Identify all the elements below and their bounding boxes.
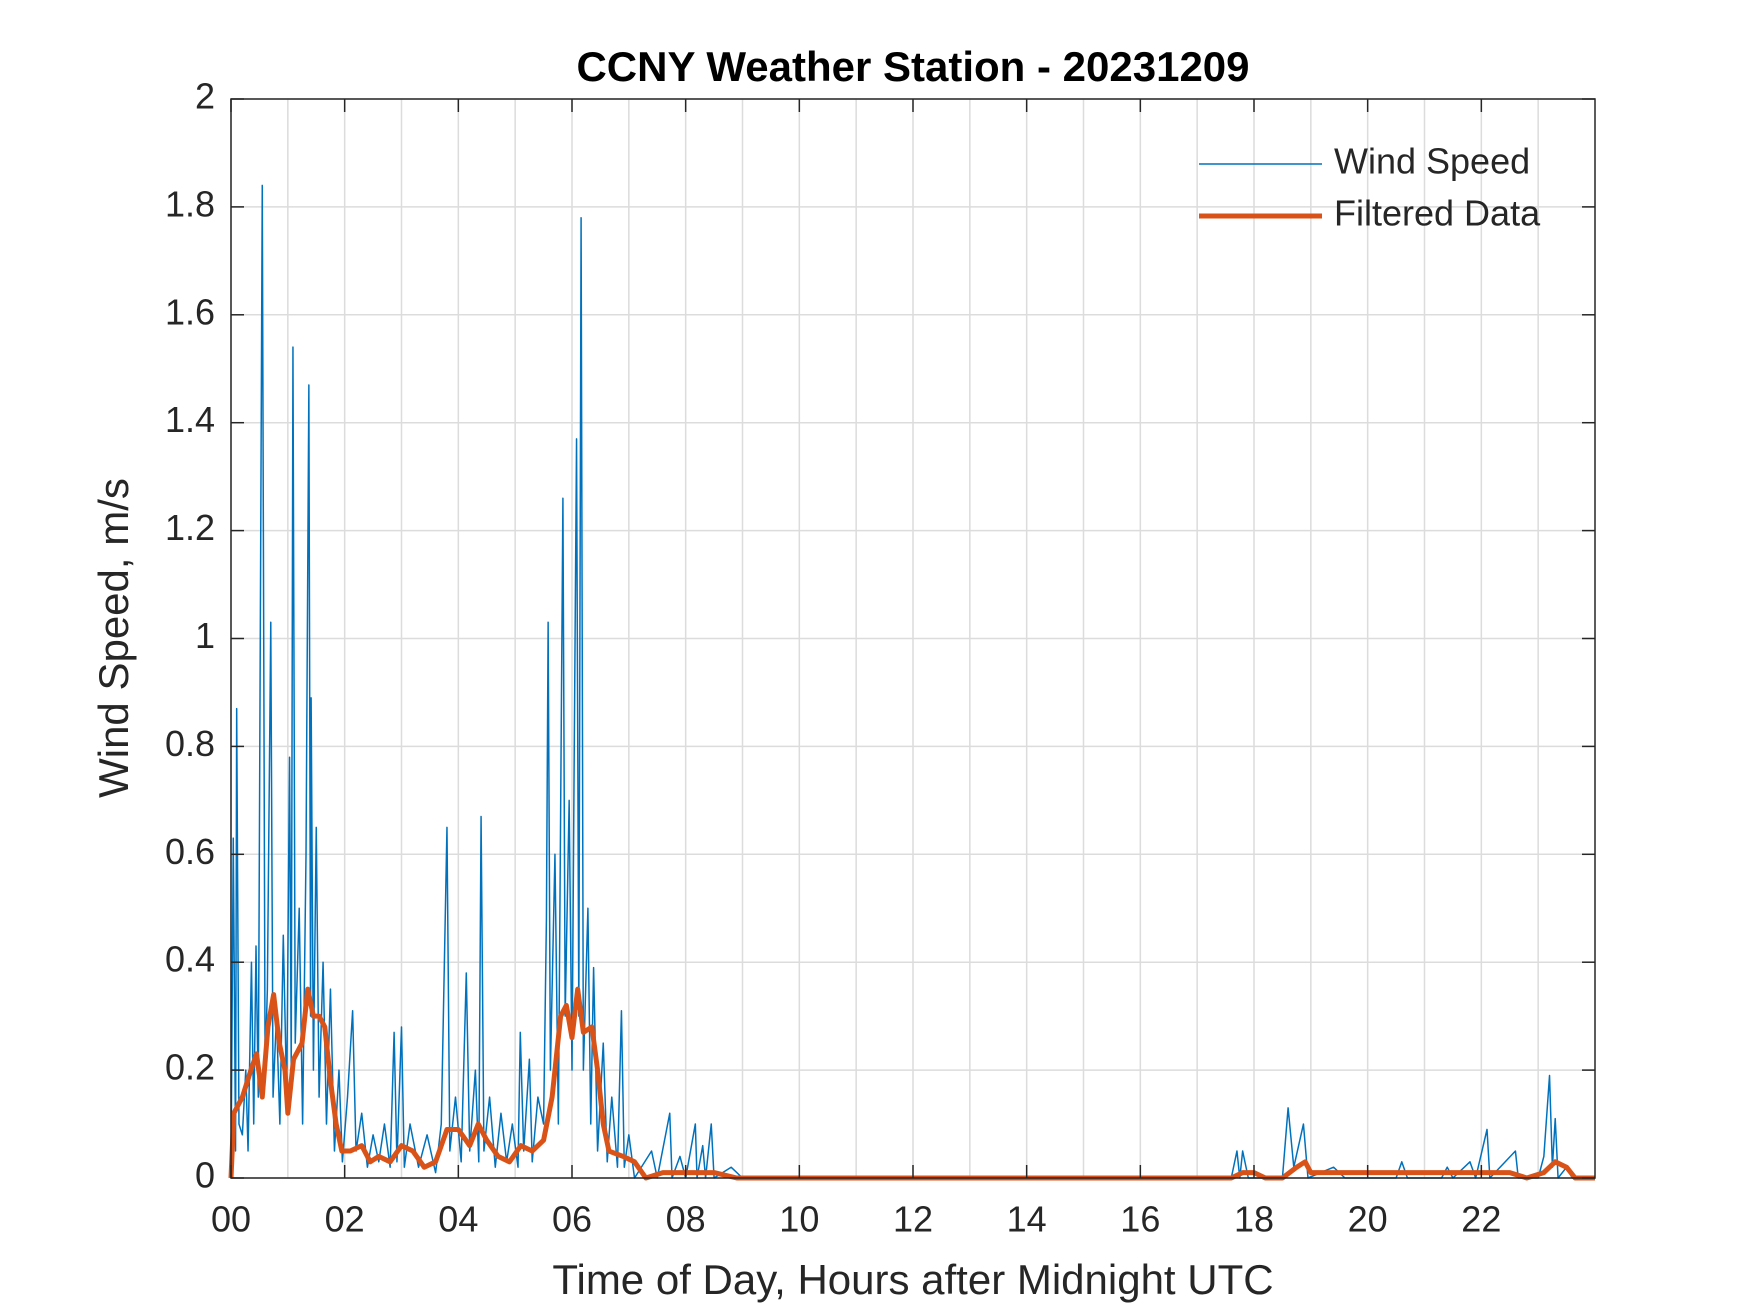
- legend-label: Wind Speed: [1334, 141, 1530, 182]
- plot-frame: [230, 98, 1596, 1179]
- x-axis-label: Time of Day, Hours after Midnight UTC: [552, 1256, 1273, 1303]
- y-tick-label: 1.4: [165, 399, 215, 440]
- y-tick-label: 0: [195, 1155, 215, 1196]
- x-tick-label: 12: [893, 1199, 933, 1240]
- legend-layer: Wind Speed Filtered Data: [1199, 141, 1541, 234]
- y-tick-label: 0.6: [165, 831, 215, 872]
- y-tick-label: 1: [195, 615, 215, 656]
- y-tick-label: 0.2: [165, 1047, 215, 1088]
- y-tick-label: 1.2: [165, 507, 215, 548]
- x-tick-label: 22: [1461, 1199, 1501, 1240]
- x-tick-label: 04: [438, 1199, 478, 1240]
- axes-layer: 00 02 04 06 08 10 12 14 16 18 20 22 0 0.2 0.4 0.6 0.8 1 1.…: [165, 76, 1596, 1240]
- y-tick-label: 1.6: [165, 291, 215, 332]
- y-tick-label: 0.8: [165, 723, 215, 764]
- lines-layer: [228, 184, 1595, 1181]
- x-tick-label: 14: [1007, 1199, 1047, 1240]
- x-tick-label: 06: [552, 1199, 592, 1240]
- y-tick-label: 0.4: [165, 939, 215, 980]
- x-tick-label: 10: [779, 1199, 819, 1240]
- data-line: [228, 986, 1595, 1181]
- x-tick-label: 18: [1234, 1199, 1274, 1240]
- chart-title: CCNY Weather Station - 20231209: [576, 43, 1249, 90]
- y-tick-label: 2: [195, 76, 215, 117]
- y-tick-label: 1.8: [165, 183, 215, 224]
- y-axis-label: Wind Speed, m/s: [90, 478, 137, 798]
- x-tick-label: 20: [1348, 1199, 1388, 1240]
- data-line: [230, 184, 1595, 1179]
- x-tick-label: 00: [211, 1199, 251, 1240]
- x-tick-label: 16: [1120, 1199, 1160, 1240]
- legend-label: Filtered Data: [1334, 193, 1541, 234]
- x-tick-label: 02: [325, 1199, 365, 1240]
- x-tick-label: 08: [666, 1199, 706, 1240]
